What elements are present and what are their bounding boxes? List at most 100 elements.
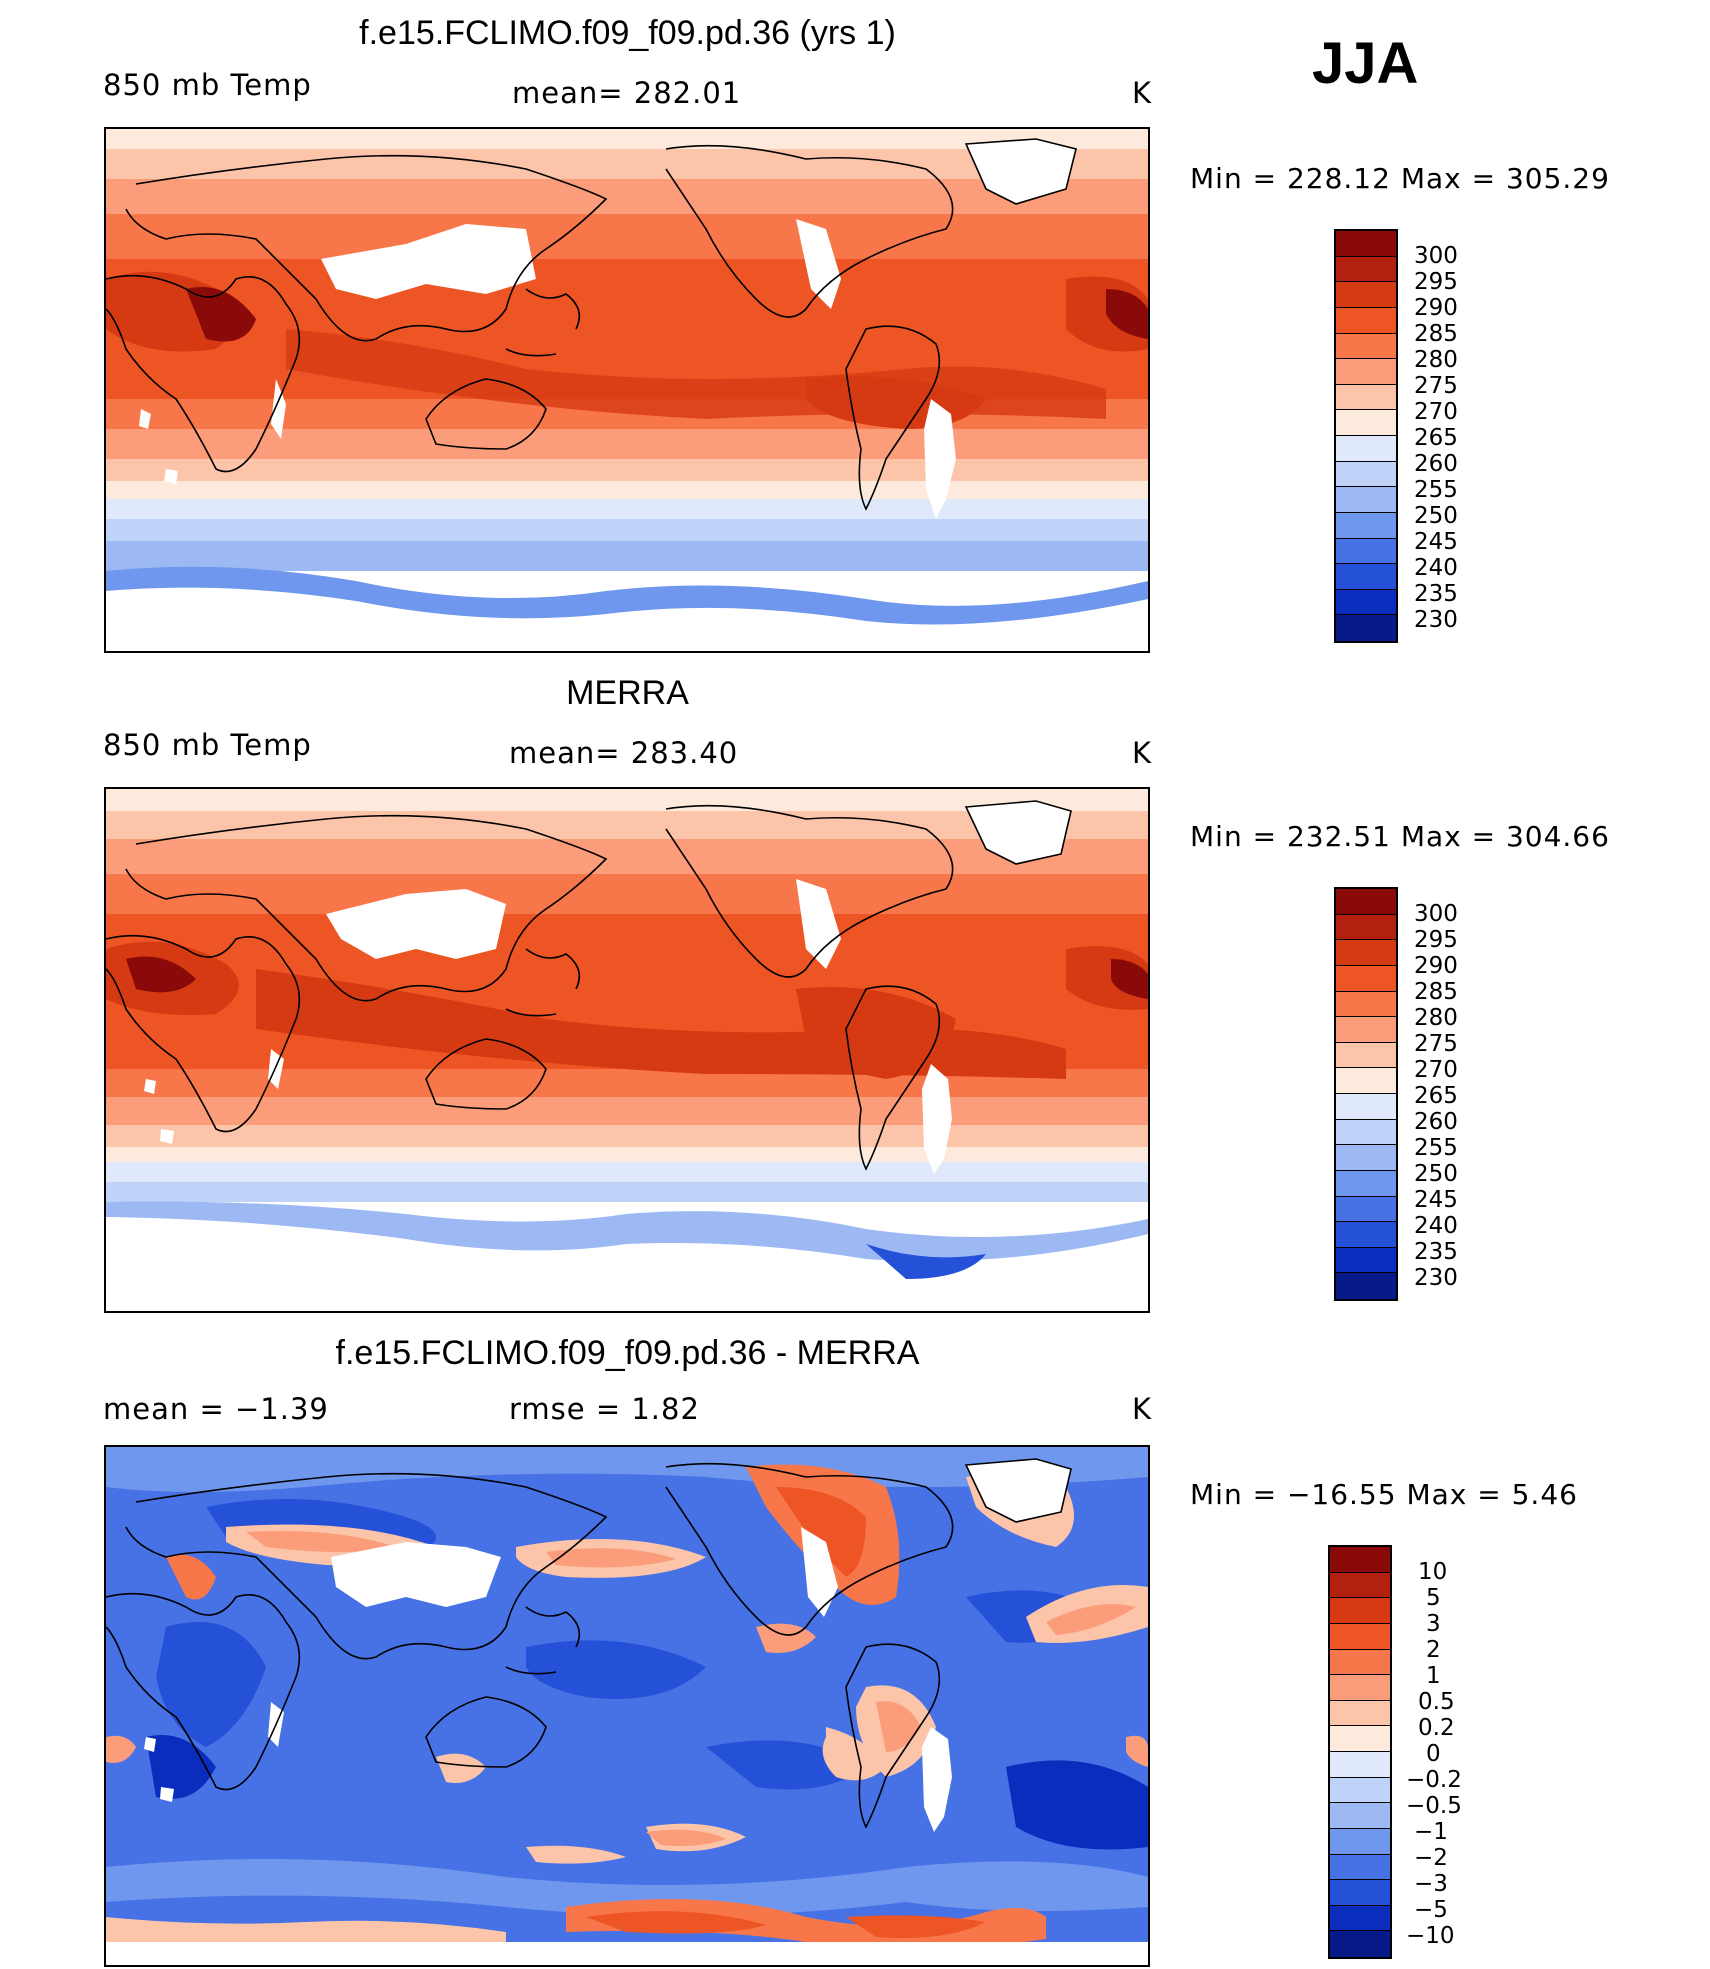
colorbar-swatch: [1336, 889, 1396, 915]
panel-3-mean: mean = −1.39: [103, 1392, 329, 1426]
panel-3-map: [104, 1445, 1150, 1967]
colorbar-swatch: [1336, 461, 1396, 488]
panel-2-colorbar: [1334, 887, 1398, 1301]
colorbar-swatch: [1330, 1700, 1390, 1727]
colorbar-swatch: [1336, 512, 1396, 539]
panel-2-mean: mean= 283.40: [509, 736, 739, 770]
colorbar-swatch: [1330, 1880, 1390, 1906]
panel-3-minmax: Min = −16.55 Max = 5.46: [1190, 1478, 1578, 1511]
cbar-label: 285: [1414, 321, 1458, 347]
panel-2-map: [104, 787, 1150, 1313]
cbar-label: 5: [1426, 1585, 1441, 1611]
cbar-label: 260: [1414, 1109, 1458, 1135]
cbar-label: 265: [1414, 1083, 1458, 1109]
colorbar-swatch: [1330, 1854, 1390, 1881]
cbar-label: −0.2: [1406, 1767, 1462, 1793]
panel-3-units: K: [1132, 1392, 1153, 1426]
cbar-label: 230: [1414, 1265, 1458, 1291]
panel-2-colorbar-labels: 300 295 290 285 280 275 270 265 260 255 …: [1414, 887, 1534, 1301]
cbar-label: 300: [1414, 901, 1458, 927]
panel-2-title: MERRA: [566, 674, 689, 712]
colorbar-swatch: [1336, 359, 1396, 385]
cbar-label: 1: [1426, 1663, 1441, 1689]
colorbar-swatch: [1336, 1145, 1396, 1171]
cbar-label: 275: [1414, 1031, 1458, 1057]
panel-2-variable: 850 mb Temp: [103, 728, 312, 762]
colorbar-swatch: [1336, 487, 1396, 513]
cbar-label: 295: [1414, 269, 1458, 295]
panel-2-units: K: [1132, 736, 1153, 770]
cbar-label: 280: [1414, 347, 1458, 373]
colorbar-swatch: [1336, 914, 1396, 941]
colorbar-swatch: [1336, 965, 1396, 992]
colorbar-swatch: [1336, 1017, 1396, 1043]
colorbar-swatch: [1330, 1572, 1390, 1599]
panel-1-mean: mean= 282.01: [512, 76, 742, 110]
colorbar-swatch: [1336, 256, 1396, 283]
cbar-label: −10: [1406, 1923, 1455, 1949]
cbar-label: 0.5: [1418, 1689, 1455, 1715]
colorbar-swatch: [1336, 384, 1396, 411]
panel-1-minmax: Min = 228.12 Max = 305.29: [1190, 162, 1610, 195]
colorbar-swatch: [1336, 1119, 1396, 1146]
cbar-label: −1: [1414, 1819, 1448, 1845]
colorbar-swatch: [1330, 1931, 1390, 1957]
colorbar-swatch: [1330, 1649, 1390, 1676]
colorbar-swatch: [1330, 1803, 1390, 1829]
cbar-label: 270: [1414, 1057, 1458, 1083]
cbar-label: 295: [1414, 927, 1458, 953]
cbar-label: 235: [1414, 1239, 1458, 1265]
colorbar-swatch: [1336, 1170, 1396, 1197]
panel-3-colorbar-labels: 10 5 3 2 1 0.5 0.2 0 −0.2 −0.5 −1 −2 −3 …: [1406, 1545, 1526, 1959]
colorbar-swatch: [1330, 1752, 1390, 1778]
cbar-label: 285: [1414, 979, 1458, 1005]
colorbar-swatch: [1336, 538, 1396, 565]
colorbar-swatch: [1336, 1196, 1396, 1223]
panel-1-map: [104, 127, 1150, 653]
panel-3-title: f.e15.FCLIMO.f09_f09.pd.36 - MERRA: [335, 1334, 920, 1372]
panel-1-units: K: [1132, 76, 1153, 110]
colorbar-swatch: [1336, 1247, 1396, 1274]
cbar-label: 240: [1414, 555, 1458, 581]
panel-1-colorbar: [1334, 229, 1398, 643]
colorbar-swatch: [1336, 436, 1396, 462]
colorbar-swatch: [1330, 1905, 1390, 1932]
cbar-label: 280: [1414, 1005, 1458, 1031]
colorbar-swatch: [1336, 564, 1396, 590]
cbar-label: 255: [1414, 1135, 1458, 1161]
colorbar-swatch: [1336, 589, 1396, 616]
colorbar-swatch: [1336, 991, 1396, 1018]
cbar-label: 260: [1414, 451, 1458, 477]
colorbar-swatch: [1336, 615, 1396, 641]
colorbar-swatch: [1336, 282, 1396, 308]
cbar-label: 240: [1414, 1213, 1458, 1239]
colorbar-swatch: [1330, 1675, 1390, 1701]
colorbar-swatch: [1336, 307, 1396, 334]
cbar-label: 265: [1414, 425, 1458, 451]
cbar-label: 275: [1414, 373, 1458, 399]
season-label: JJA: [1312, 31, 1419, 96]
colorbar-swatch: [1330, 1726, 1390, 1752]
colorbar-swatch: [1336, 333, 1396, 360]
panel-1-colorbar-labels: 300 295 290 285 280 275 270 265 260 255 …: [1414, 229, 1534, 643]
colorbar-swatch: [1330, 1598, 1390, 1624]
colorbar-swatch: [1336, 1273, 1396, 1299]
colorbar-swatch: [1336, 1042, 1396, 1069]
colorbar-swatch: [1336, 410, 1396, 436]
cbar-label: 2: [1426, 1637, 1441, 1663]
cbar-label: 300: [1414, 243, 1458, 269]
cbar-label: 0.2: [1418, 1715, 1455, 1741]
cbar-label: 250: [1414, 1161, 1458, 1187]
cbar-label: 0: [1426, 1741, 1441, 1767]
colorbar-swatch: [1336, 1094, 1396, 1120]
cbar-label: 3: [1426, 1611, 1441, 1637]
cbar-label: 245: [1414, 529, 1458, 555]
cbar-label: 235: [1414, 581, 1458, 607]
cbar-label: 10: [1418, 1559, 1448, 1585]
colorbar-swatch: [1336, 231, 1396, 257]
cbar-label: −0.5: [1406, 1793, 1462, 1819]
colorbar-swatch: [1330, 1623, 1390, 1650]
cbar-label: 290: [1414, 295, 1458, 321]
cbar-label: −2: [1414, 1845, 1448, 1871]
colorbar-swatch: [1336, 940, 1396, 966]
